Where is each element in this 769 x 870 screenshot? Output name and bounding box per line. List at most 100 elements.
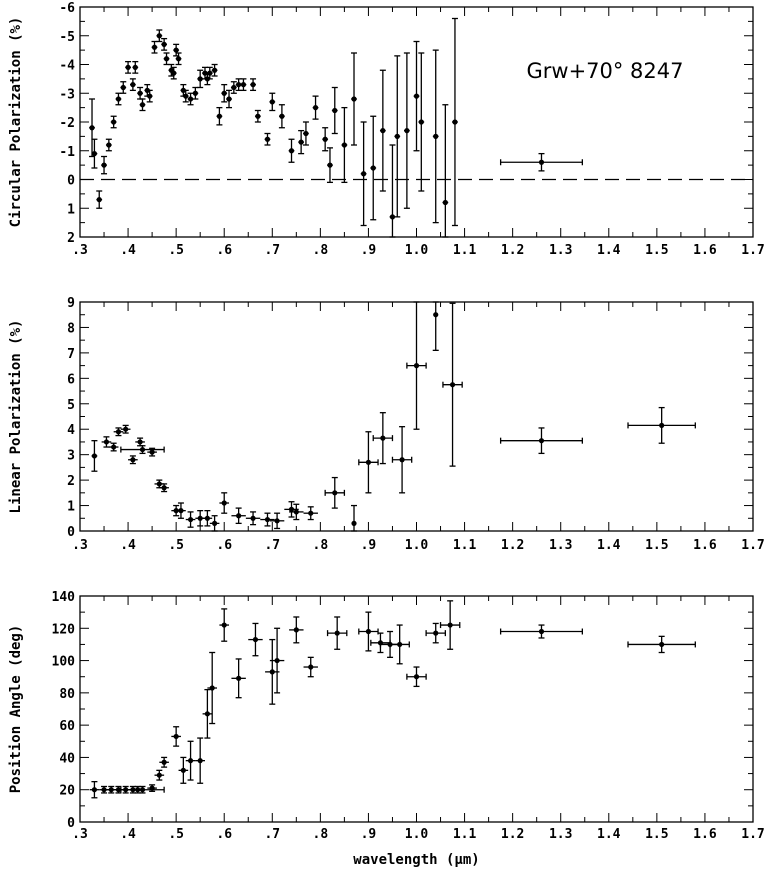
y-tick-label: -6 — [59, 1, 75, 16]
data-point — [406, 666, 427, 688]
data-marker — [171, 70, 177, 76]
data-marker — [209, 685, 215, 691]
data-point — [499, 624, 583, 639]
data-marker — [380, 435, 386, 441]
data-point — [185, 511, 196, 528]
data-marker — [303, 130, 309, 137]
data-marker — [351, 96, 357, 102]
data-point — [209, 515, 220, 532]
y-tick-label: -2 — [59, 116, 75, 131]
y-tick-label: 1 — [67, 202, 75, 217]
x-tick-label: 1.3 — [549, 243, 572, 258]
data-point — [175, 52, 182, 66]
data-point — [154, 769, 165, 781]
x-tick-label: .5 — [168, 538, 184, 553]
data-marker — [91, 151, 98, 157]
data-marker — [308, 510, 314, 516]
y-tick-label: 2 — [67, 474, 75, 489]
data-marker — [197, 758, 203, 764]
data-marker — [139, 787, 146, 793]
data-marker — [659, 422, 665, 429]
data-marker — [212, 67, 218, 73]
data-marker — [101, 162, 107, 168]
x-tick-label: 1.4 — [597, 827, 621, 842]
data-point — [269, 92, 276, 112]
x-tick-label: 1.3 — [549, 827, 572, 842]
data-marker — [115, 429, 122, 435]
y-tick-label: 9 — [67, 296, 75, 311]
y-tick-label: -4 — [59, 59, 75, 74]
x-tick-label: 1.1 — [453, 827, 477, 842]
data-marker — [204, 711, 210, 717]
x-tick-label: .6 — [216, 827, 232, 842]
x-axis-title: wavelength (μm) — [353, 852, 479, 868]
x-tick-label: 1.6 — [693, 827, 717, 842]
data-marker — [173, 47, 179, 53]
data-marker — [308, 664, 314, 670]
data-point — [250, 78, 257, 92]
data-point — [260, 512, 275, 527]
x-tick-label: 1.2 — [501, 538, 524, 553]
y-tick-label: -3 — [59, 87, 75, 102]
data-marker — [139, 446, 146, 453]
data-point — [202, 688, 213, 739]
data-marker — [173, 733, 179, 740]
x-tick-label: .7 — [264, 538, 280, 553]
data-marker — [288, 148, 295, 154]
y-tick-label: 80 — [59, 687, 75, 702]
x-tick-label: .4 — [120, 538, 136, 553]
data-point — [115, 92, 122, 106]
x-tick-label: .8 — [313, 243, 329, 258]
x-tick-label: .3 — [72, 243, 88, 258]
y-axis-title: Linear Polarization (%) — [8, 320, 24, 514]
data-marker — [149, 785, 155, 791]
data-point — [221, 83, 228, 103]
x-tick-label: .3 — [72, 827, 88, 842]
data-marker — [216, 113, 223, 119]
x-tick-label: .4 — [120, 243, 136, 258]
x-tick-label: 1.2 — [501, 243, 524, 258]
data-point — [269, 627, 285, 694]
y-tick-label: 140 — [52, 590, 76, 605]
x-tick-label: .6 — [216, 538, 232, 553]
data-marker — [397, 641, 403, 648]
data-point — [248, 622, 263, 657]
data-point — [230, 81, 237, 94]
data-marker — [433, 630, 439, 636]
y-tick-label: 0 — [67, 525, 75, 540]
data-point — [351, 504, 358, 532]
data-marker — [106, 142, 112, 148]
data-point — [289, 503, 304, 521]
data-point — [389, 144, 396, 238]
x-tick-label: 1.5 — [645, 538, 668, 553]
data-point — [110, 115, 117, 129]
data-point — [389, 624, 410, 665]
data-marker — [322, 136, 328, 142]
data-marker — [264, 516, 271, 523]
data-point — [322, 127, 329, 152]
data-marker — [197, 515, 203, 521]
data-marker — [538, 159, 545, 165]
data-marker — [101, 787, 107, 793]
data-marker — [115, 787, 122, 793]
data-point — [302, 121, 309, 146]
data-marker — [433, 133, 439, 139]
data-marker — [288, 506, 295, 512]
data-point — [171, 726, 181, 747]
data-point — [442, 302, 463, 467]
data-point — [89, 780, 100, 799]
data-point — [289, 616, 304, 644]
data-marker — [250, 82, 256, 88]
data-point — [231, 658, 246, 699]
data-point — [161, 37, 168, 51]
data-marker — [151, 44, 158, 50]
data-point — [146, 89, 153, 103]
y-axis-title: Circular Polarization (%) — [8, 17, 24, 228]
data-marker — [221, 90, 227, 96]
data-marker — [332, 490, 338, 496]
data-marker — [187, 516, 194, 523]
data-marker — [274, 657, 280, 664]
data-point — [499, 152, 583, 172]
panel-2: .3 .4 .5 .6 .7 .8 .9 1.0 1.1 1.2 1.3 1.4 1.5 1.6 1.7 0 1… — [8, 296, 765, 553]
data-point — [128, 455, 138, 465]
